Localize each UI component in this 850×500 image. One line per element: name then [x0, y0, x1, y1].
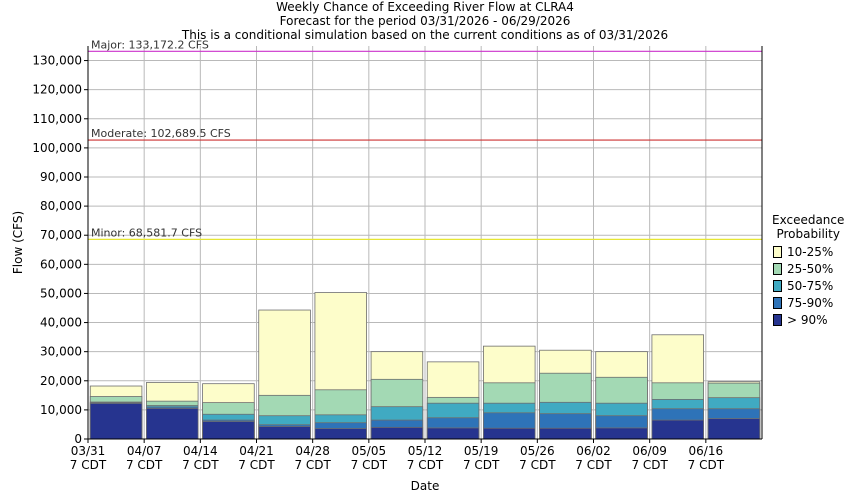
y-tick-label: 120,000 — [32, 83, 82, 97]
chart-subtitle-conditions: This is a conditional simulation based o… — [181, 28, 669, 42]
x-tick-label-tz: 7 CDT — [631, 458, 668, 472]
legend-item: 10-25% — [772, 243, 844, 260]
y-tick-label: 50,000 — [40, 286, 82, 300]
y-tick-label: 70,000 — [40, 228, 82, 242]
threshold-label: Moderate: 102,689.5 CFS — [91, 127, 231, 140]
legend-swatch — [773, 313, 782, 326]
bar-segment — [146, 408, 199, 440]
legend: Exceedance Probability 10-25% 25-50% 50-75… — [772, 213, 844, 328]
y-tick-label: 80,000 — [40, 199, 82, 213]
x-tick-label-tz: 7 CDT — [294, 458, 331, 472]
bar-segment — [202, 421, 255, 440]
y-tick-label: 10,000 — [40, 403, 82, 417]
x-tick-label-tz: 7 CDT — [126, 458, 163, 472]
x-tick-label-date: 04/28 — [295, 444, 330, 458]
x-tick-label-date: 05/12 — [408, 444, 443, 458]
bar-segment — [426, 427, 480, 440]
x-tick-label-tz: 7 CDT — [351, 458, 388, 472]
bar-segment — [314, 428, 367, 440]
x-axis-title: Date — [411, 479, 440, 493]
x-tick-label-date: 04/21 — [239, 444, 274, 458]
x-tick-label-date: 05/19 — [464, 444, 499, 458]
x-tick-label-date: 05/26 — [520, 444, 555, 458]
y-tick-label: 60,000 — [40, 257, 82, 271]
bar-segment — [258, 426, 311, 440]
y-tick-label: 130,000 — [32, 54, 82, 68]
legend-items: 10-25% 25-50% 50-75% 75-90% > 90% — [772, 243, 844, 328]
x-tick-label-date: 06/09 — [632, 444, 667, 458]
chart-title: Weekly Chance of Exceeding River Flow at… — [276, 0, 574, 14]
legend-title-line-1: Exceedance — [772, 213, 845, 227]
legend-title: Exceedance Probability — [772, 213, 844, 241]
bar-segment — [370, 426, 424, 440]
threshold-label: Major: 133,172.2 CFS — [91, 38, 209, 51]
x-tick-label-date: 05/05 — [352, 444, 387, 458]
legend-item: 25-50% — [772, 260, 844, 277]
legend-swatch — [773, 245, 782, 258]
chart-subtitle-period: Forecast for the period 03/31/2026 - 06/… — [279, 14, 571, 28]
x-tick-label-tz: 7 CDT — [519, 458, 556, 472]
legend-label: 25-50% — [787, 261, 834, 276]
legend-label: 10-25% — [787, 244, 834, 259]
bar-segment — [651, 419, 704, 440]
x-tick-label-tz: 7 CDT — [463, 458, 500, 472]
y-tick-label: 0 — [74, 432, 82, 446]
bar-segment — [539, 427, 592, 440]
y-tick-label: 20,000 — [40, 374, 82, 388]
legend-label: 50-75% — [787, 278, 834, 293]
legend-item: 50-75% — [772, 277, 844, 294]
x-tick-label-tz: 7 CDT — [688, 458, 725, 472]
legend-swatch — [773, 279, 782, 292]
x-tick-label-date: 04/07 — [127, 444, 162, 458]
legend-item: > 90% — [772, 311, 844, 328]
legend-label: 75-90% — [787, 295, 834, 310]
x-tick-label-tz: 7 CDT — [70, 458, 107, 472]
legend-title-line-2: Probability — [776, 227, 840, 241]
y-tick-label: 40,000 — [40, 316, 82, 330]
x-tick-label-tz: 7 CDT — [407, 458, 444, 472]
x-tick-label-date: 04/14 — [183, 444, 218, 458]
x-tick-label-tz: 7 CDT — [575, 458, 612, 472]
bar-segment — [595, 427, 648, 440]
y-tick-label: 100,000 — [32, 141, 82, 155]
x-tick-label-date: 06/16 — [689, 444, 724, 458]
y-axis-title: Flow (CFS) — [11, 211, 25, 274]
legend-item: 75-90% — [772, 294, 844, 311]
y-tick-label: 90,000 — [40, 170, 82, 184]
legend-label: > 90% — [787, 312, 828, 327]
bar-segment — [483, 427, 536, 440]
bar-segment — [707, 418, 761, 440]
legend-swatch — [773, 262, 782, 275]
x-tick-label-date: 03/31 — [71, 444, 106, 458]
y-tick-label: 110,000 — [32, 112, 82, 126]
legend-swatch — [773, 296, 782, 309]
y-tick-label: 30,000 — [40, 345, 82, 359]
x-tick-label-date: 06/02 — [576, 444, 611, 458]
chart-titles: Weekly Chance of Exceeding River Flow at… — [0, 0, 850, 42]
x-tick-label-tz: 7 CDT — [182, 458, 219, 472]
bar-segment — [89, 403, 143, 440]
x-tick-label-tz: 7 CDT — [238, 458, 275, 472]
threshold-label: Minor: 68,581.7 CFS — [91, 226, 202, 239]
